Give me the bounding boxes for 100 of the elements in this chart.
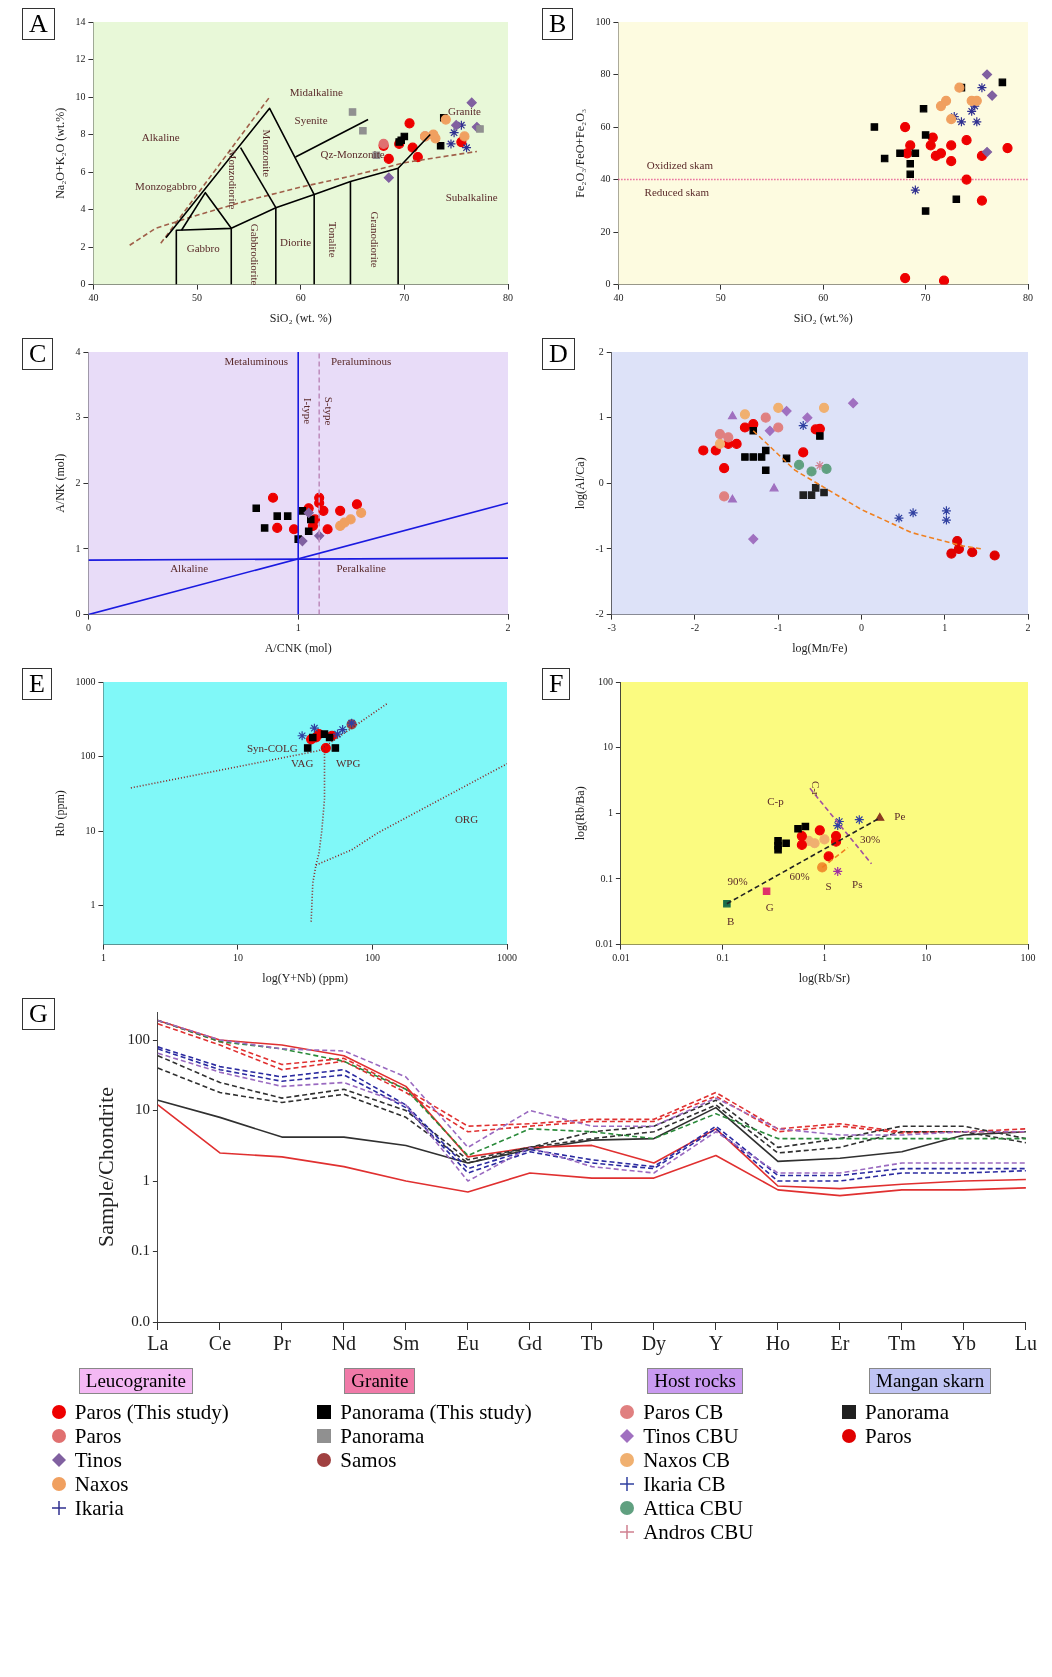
y-tick-label: 80 bbox=[600, 68, 611, 80]
legend-label: Naxos bbox=[74, 1472, 129, 1496]
x-tick-label: 50 bbox=[715, 292, 726, 304]
y-tick-label: 0 bbox=[598, 476, 604, 488]
y-tick-label: -1 bbox=[595, 542, 604, 554]
annotation: S-type bbox=[322, 396, 335, 426]
annotation: Gabbrodiorite bbox=[249, 223, 262, 286]
annotation: WPG bbox=[335, 756, 361, 769]
y-axis-title: log(Rb/Ba) bbox=[573, 786, 588, 841]
x-tick-label: 0 bbox=[858, 622, 864, 634]
x-axis-title: SiO₂ (wt. %) bbox=[269, 310, 332, 325]
annotation: Granite bbox=[447, 104, 482, 117]
x-tick-label: 80 bbox=[503, 292, 513, 304]
x-tick-label: Y bbox=[708, 1332, 724, 1355]
x-tick-label: Pr bbox=[273, 1332, 292, 1355]
text: Leucogranite bbox=[78, 1368, 194, 1394]
annotation: ORG bbox=[454, 813, 479, 826]
y-tick-label: 8 bbox=[80, 128, 86, 140]
annotation: G bbox=[765, 900, 774, 913]
annotation: I-type bbox=[301, 397, 314, 425]
chart-title: G bbox=[22, 998, 55, 1030]
y-axis-title: Sample/Chondrite bbox=[92, 1086, 118, 1248]
annotation: Metaluminous bbox=[224, 354, 289, 367]
x-tick-label: Yb bbox=[951, 1332, 977, 1355]
y-axis-title: Rb (ppm) bbox=[53, 790, 68, 837]
y-tick-label: 1 bbox=[90, 899, 96, 911]
x-axis-title: A/CNK (mol) bbox=[264, 640, 332, 655]
text: Granite bbox=[344, 1368, 416, 1394]
y-tick-label: 2 bbox=[80, 240, 86, 252]
y-tick-label: 100 bbox=[597, 675, 613, 687]
x-tick-label: 60 bbox=[295, 292, 306, 304]
annotation: 30% bbox=[859, 833, 881, 846]
legend-label: Samos bbox=[340, 1448, 397, 1472]
x-tick-label: -3 bbox=[607, 622, 616, 634]
x-tick-label: Tm bbox=[888, 1332, 917, 1355]
y-tick-label: 10 bbox=[134, 1101, 150, 1118]
x-tick-label: 2 bbox=[505, 622, 511, 634]
x-tick-label: Sm bbox=[392, 1332, 420, 1355]
chart-title: C bbox=[22, 338, 54, 370]
chart-title: E bbox=[22, 668, 52, 700]
x-tick-label: 1 bbox=[942, 622, 948, 634]
legend-label: Paros bbox=[74, 1424, 122, 1448]
annotation: VAG bbox=[290, 756, 314, 769]
x-tick-label: Ho bbox=[765, 1332, 791, 1355]
annotation: Monzodiorite bbox=[227, 149, 240, 210]
y-tick-label: 60 bbox=[600, 120, 611, 132]
x-tick-label: 40 bbox=[613, 292, 624, 304]
y-tick-label: 1 bbox=[75, 542, 81, 554]
legend-label: Tinos CBU bbox=[643, 1424, 739, 1448]
annotation: S bbox=[825, 880, 832, 893]
x-tick-label: Dy bbox=[641, 1332, 667, 1356]
y-tick-label: 100 bbox=[127, 1030, 150, 1047]
annotation: Diorite bbox=[279, 236, 312, 249]
legend-label: Paros (This study) bbox=[74, 1400, 229, 1424]
annotation: Peraluminous bbox=[330, 354, 392, 367]
y-tick-label: 20 bbox=[600, 225, 611, 237]
annotation: Gabbro bbox=[186, 241, 221, 254]
x-axis-title: SiO₂ (wt.%) bbox=[793, 310, 853, 325]
annotation: Qz-Monzonite bbox=[320, 148, 385, 161]
y-tick-label: 4 bbox=[75, 345, 81, 357]
legend-label: Panorama bbox=[865, 1400, 950, 1424]
x-tick-label: 10 bbox=[232, 952, 243, 964]
annotation: C-p bbox=[767, 794, 785, 807]
annotation: Alkaline bbox=[170, 561, 209, 574]
legend-label: Andros CBU bbox=[643, 1520, 754, 1544]
text: Host rocks bbox=[647, 1368, 744, 1394]
legend-label: Panorama (This study) bbox=[340, 1400, 532, 1424]
annotation: Tonalite bbox=[326, 221, 339, 258]
x-tick-label: 50 bbox=[192, 292, 203, 304]
legend-label: Attica CBU bbox=[643, 1496, 743, 1520]
legend-label: Tinos bbox=[74, 1448, 122, 1472]
annotation: Monzogabbro bbox=[135, 179, 198, 192]
x-axis-title: log(Y+Nb) (ppm) bbox=[262, 970, 349, 985]
y-tick-label: 10 bbox=[75, 90, 86, 102]
legend-label: Paros bbox=[865, 1424, 912, 1448]
annotation: Ps bbox=[852, 878, 863, 891]
x-tick-label: 70 bbox=[399, 292, 410, 304]
y-tick-label: 40 bbox=[600, 173, 611, 185]
annotation: Granodiorite bbox=[369, 211, 382, 268]
x-tick-label: 1 bbox=[100, 952, 106, 964]
y-tick-label: -2 bbox=[595, 608, 604, 620]
text: Mangan skarn bbox=[869, 1368, 992, 1394]
y-tick-label: 0.0 bbox=[131, 1312, 150, 1329]
x-tick-label: 1000 bbox=[497, 952, 517, 964]
y-tick-label: 0.1 bbox=[600, 872, 613, 884]
x-tick-label: -1 bbox=[774, 622, 783, 634]
y-tick-label: 14 bbox=[75, 15, 86, 27]
y-axis-title: Fe₂O₃/FeO+Fe₂O₃ bbox=[573, 108, 588, 198]
x-tick-label: Tb bbox=[580, 1332, 604, 1355]
y-tick-label: 100 bbox=[80, 750, 96, 762]
annotation: 90% bbox=[727, 874, 748, 887]
x-axis-title: log(Rb/Sr) bbox=[798, 970, 851, 985]
annotation: Syenite bbox=[294, 114, 328, 127]
y-tick-label: 0.1 bbox=[131, 1242, 150, 1259]
x-tick-label: Lu bbox=[1014, 1332, 1037, 1355]
annotation: Midalkaline bbox=[289, 86, 343, 99]
y-axis-title: log(Al/Ca) bbox=[573, 457, 588, 510]
x-tick-label: 1 bbox=[821, 952, 827, 964]
annotation: Peralkaline bbox=[336, 561, 386, 574]
x-tick-label: 1 bbox=[295, 622, 301, 634]
